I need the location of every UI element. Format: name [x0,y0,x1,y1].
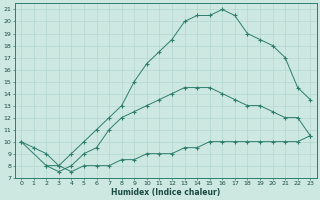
X-axis label: Humidex (Indice chaleur): Humidex (Indice chaleur) [111,188,220,197]
